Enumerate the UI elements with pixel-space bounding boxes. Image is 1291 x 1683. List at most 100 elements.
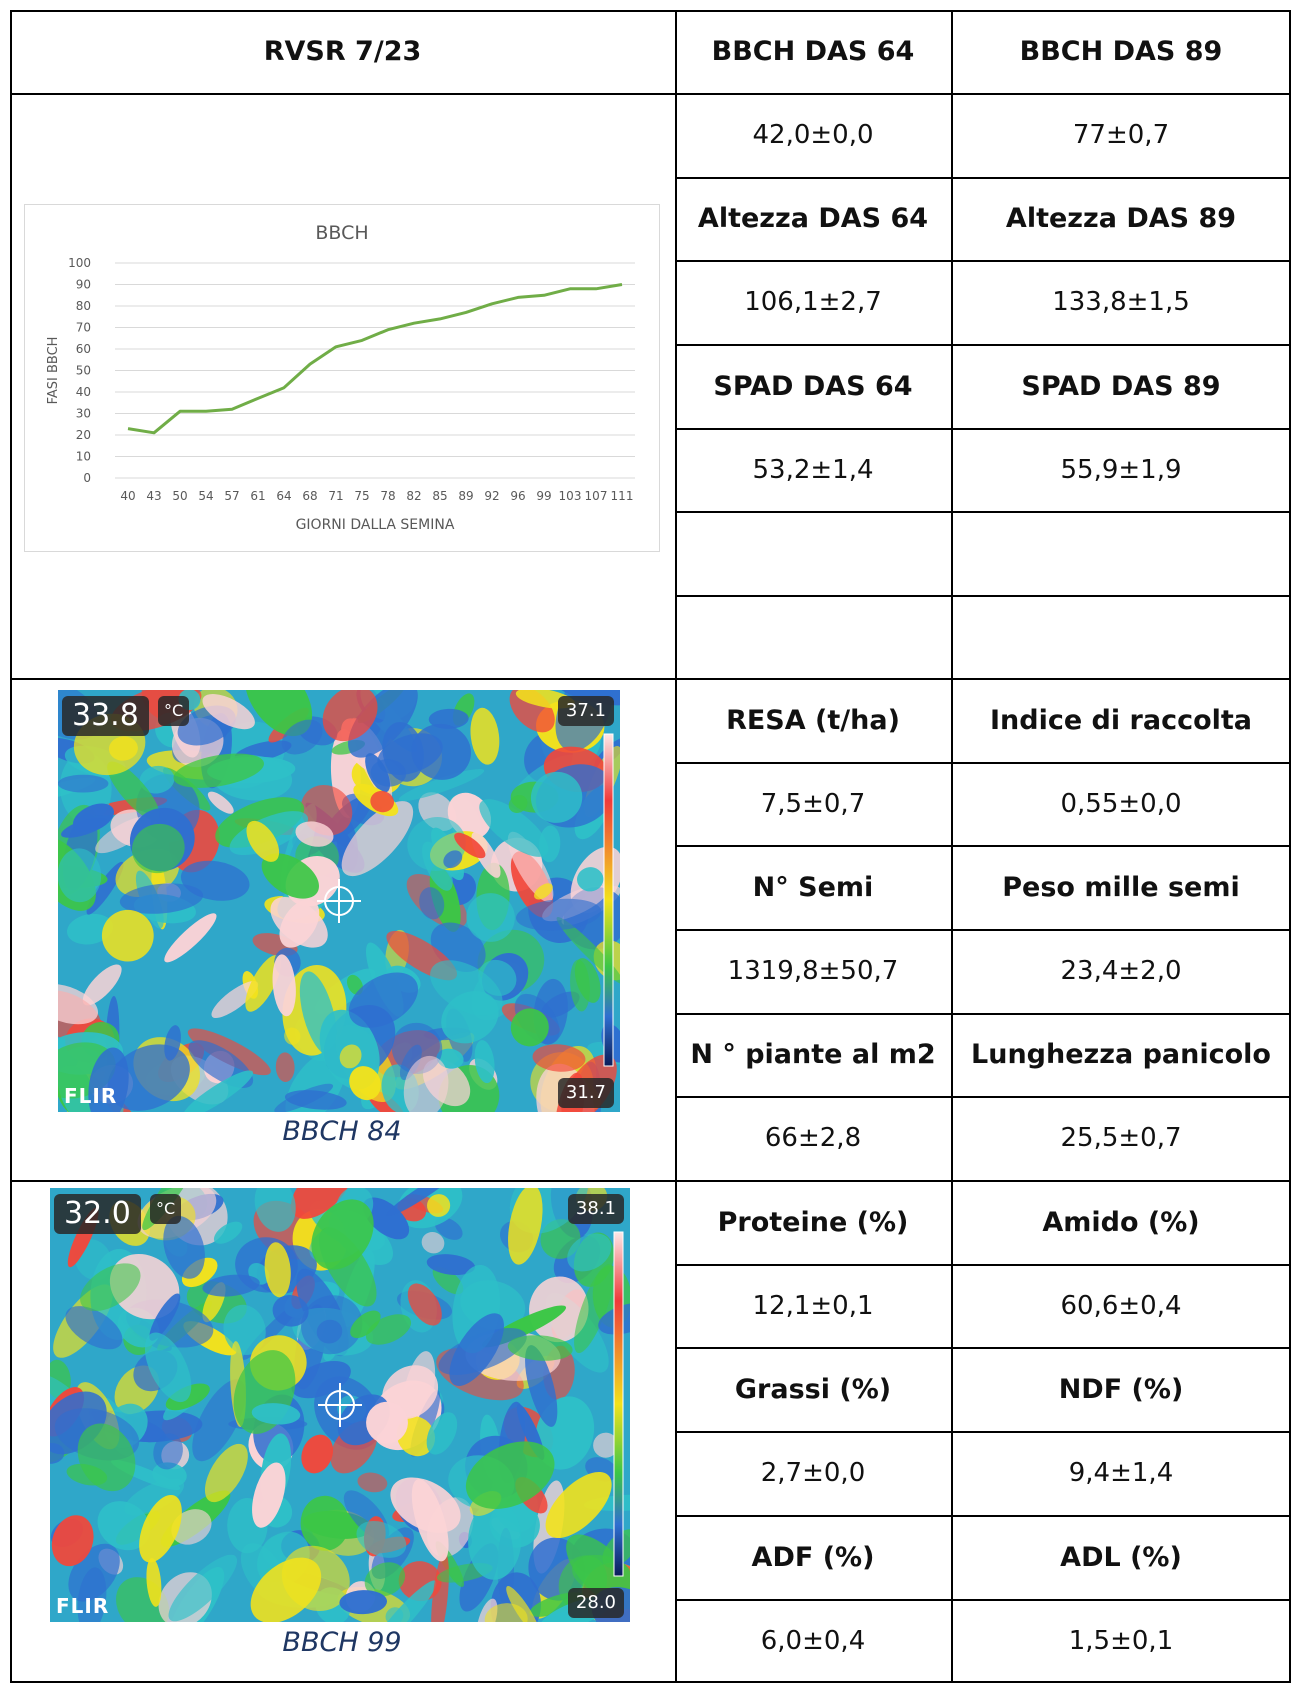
y-axis-label: FASI BBCH — [46, 337, 61, 405]
table-label-cell: Amido (%) — [1042, 1206, 1200, 1238]
table-value-cell — [675, 595, 951, 678]
x-tick-label: 92 — [484, 489, 499, 503]
table-value-cell: 2,7±0,0 — [760, 1458, 866, 1488]
thermal-caption: BBCH 99 — [282, 1627, 402, 1658]
table-border — [10, 678, 1291, 680]
x-tick-label: 82 — [406, 489, 421, 503]
x-tick-label: 103 — [559, 489, 582, 503]
y-tick-label: 0 — [83, 471, 91, 485]
table-value-cell: 53,2±1,4 — [752, 454, 874, 485]
table-border — [675, 1515, 1291, 1517]
table-label-cell: Altezza DAS 89 — [1005, 203, 1237, 234]
bbch-series-line — [127, 283, 623, 435]
x-tick-label: 50 — [172, 489, 187, 503]
flir-logo: FLIR — [64, 1084, 118, 1108]
table-label-cell: RESA (t/ha) — [726, 704, 900, 736]
table-title: RVSR 7/23 — [263, 36, 422, 67]
x-tick-label: 96 — [510, 489, 525, 503]
y-tick-label: 50 — [76, 364, 91, 378]
x-tick-label: 68 — [302, 489, 317, 503]
y-tick-label: 40 — [76, 385, 91, 399]
table-label-cell: Altezza DAS 64 — [697, 203, 929, 234]
table-label-cell: Grassi (%) — [734, 1373, 892, 1405]
bbch-chart-svg: BBCH 0 10 20 30 40 50 60 70 80 90 100 40 43 50 54 57 61 64… — [46, 222, 635, 533]
thermal-caption: BBCH 84 — [282, 1116, 402, 1147]
table-border — [10, 10, 1291, 12]
table-label-cell: NDF (%) — [1058, 1373, 1184, 1405]
thermal-heatmap — [58, 690, 620, 1112]
x-tick-label: 43 — [146, 489, 161, 503]
table-label-cell: Lunghezza panicolo — [971, 1039, 1271, 1070]
table-value-cell: 133,8±1,5 — [1052, 287, 1190, 317]
table-label-cell: SPAD DAS 89 — [1021, 370, 1221, 402]
crosshair-icon — [318, 1383, 362, 1427]
scale-min-temp: 28.0 — [567, 1588, 624, 1618]
table-border — [675, 177, 1291, 179]
y-tick-label: 20 — [76, 428, 91, 442]
x-tick-label: 85 — [432, 489, 447, 503]
table-value-cell: 7,5±0,7 — [760, 788, 866, 819]
table-label-cell: N° Semi — [752, 871, 874, 903]
table-border — [675, 260, 1291, 262]
y-tick-label: 10 — [76, 450, 91, 464]
table-label-cell: Indice di raccolta — [989, 704, 1253, 736]
table-label-cell: ADF (%) — [751, 1541, 875, 1573]
table-border — [675, 511, 1291, 513]
table-border — [675, 344, 1291, 346]
x-tick-label: 89 — [458, 489, 473, 503]
table-border — [675, 1264, 1291, 1266]
scale-min-temp: 31.7 — [557, 1078, 614, 1108]
table-border — [10, 93, 1291, 95]
x-tick-label: 40 — [120, 489, 135, 503]
table-border — [675, 1347, 1291, 1349]
spot-temperature: 33.8 — [62, 696, 149, 736]
temperature-unit: °C — [158, 696, 190, 726]
table-value-cell: 77±0,7 — [1072, 120, 1170, 150]
scale-max-temp: 38.1 — [567, 1194, 624, 1224]
temperature-scale-bar — [613, 1231, 624, 1577]
table-label-cell: Proteine (%) — [717, 1206, 909, 1238]
table-value-cell: 1319,8±50,7 — [727, 956, 899, 986]
bbch-chart: BBCH 0 10 20 30 40 50 60 70 80 90 100 40 43 50 54 57 61 64… — [24, 204, 660, 552]
x-axis-label: GIORNI DALLA SEMINA — [296, 517, 455, 533]
table-border — [675, 428, 1291, 430]
table-border — [675, 1599, 1291, 1601]
crosshair-icon — [317, 879, 361, 923]
table-value-cell — [951, 595, 1291, 678]
scale-max-temp: 37.1 — [557, 696, 614, 726]
table-label-cell: ADL (%) — [1060, 1541, 1182, 1573]
table-border — [10, 10, 12, 1683]
thermal-image: 33.8 °C 37.1 31.7 FLIR — [58, 690, 620, 1112]
x-tick-label: 78 — [380, 489, 395, 503]
table-value-cell: 6,0±0,4 — [760, 1626, 866, 1656]
y-tick-label: 60 — [76, 342, 91, 356]
table-border — [675, 929, 1291, 931]
table-value-cell: 55,9±1,9 — [1060, 454, 1182, 485]
temperature-unit: °C — [150, 1194, 182, 1224]
x-tick-label: 61 — [250, 489, 265, 503]
table-border — [10, 1180, 1291, 1182]
table-value-cell — [675, 511, 951, 595]
table-border — [675, 1431, 1291, 1433]
table-value-cell: 66±2,8 — [764, 1123, 862, 1153]
x-tick-label: 99 — [536, 489, 551, 503]
table-value-cell: 42,0±0,0 — [752, 120, 874, 150]
table-label-cell: N ° piante al m2 — [690, 1039, 936, 1070]
table-label-cell: Peso mille semi — [1002, 871, 1240, 903]
y-tick-label: 100 — [68, 256, 91, 270]
table-value-cell: 60,6±0,4 — [1060, 1290, 1182, 1321]
x-tick-label: 75 — [354, 489, 369, 503]
table-border — [675, 595, 1291, 597]
table-value-cell: 0,55±0,0 — [1060, 788, 1182, 819]
table-value-cell: 23,4±2,0 — [1060, 956, 1182, 986]
table-value-cell: 1,5±0,1 — [1068, 1626, 1174, 1656]
temperature-scale-bar — [603, 733, 614, 1067]
y-tick-label: 90 — [76, 278, 91, 292]
x-tick-label: 107 — [585, 489, 608, 503]
header-col1: BBCH DAS 64 — [711, 36, 915, 67]
table-border — [675, 1013, 1291, 1015]
document-page: BBCH 0 10 20 30 40 50 60 70 80 90 100 40 43 50 54 57 61 64… — [10, 10, 1291, 1683]
y-tick-label: 80 — [76, 299, 91, 313]
table-border — [675, 845, 1291, 847]
table-value-cell: 106,1±2,7 — [744, 287, 882, 317]
